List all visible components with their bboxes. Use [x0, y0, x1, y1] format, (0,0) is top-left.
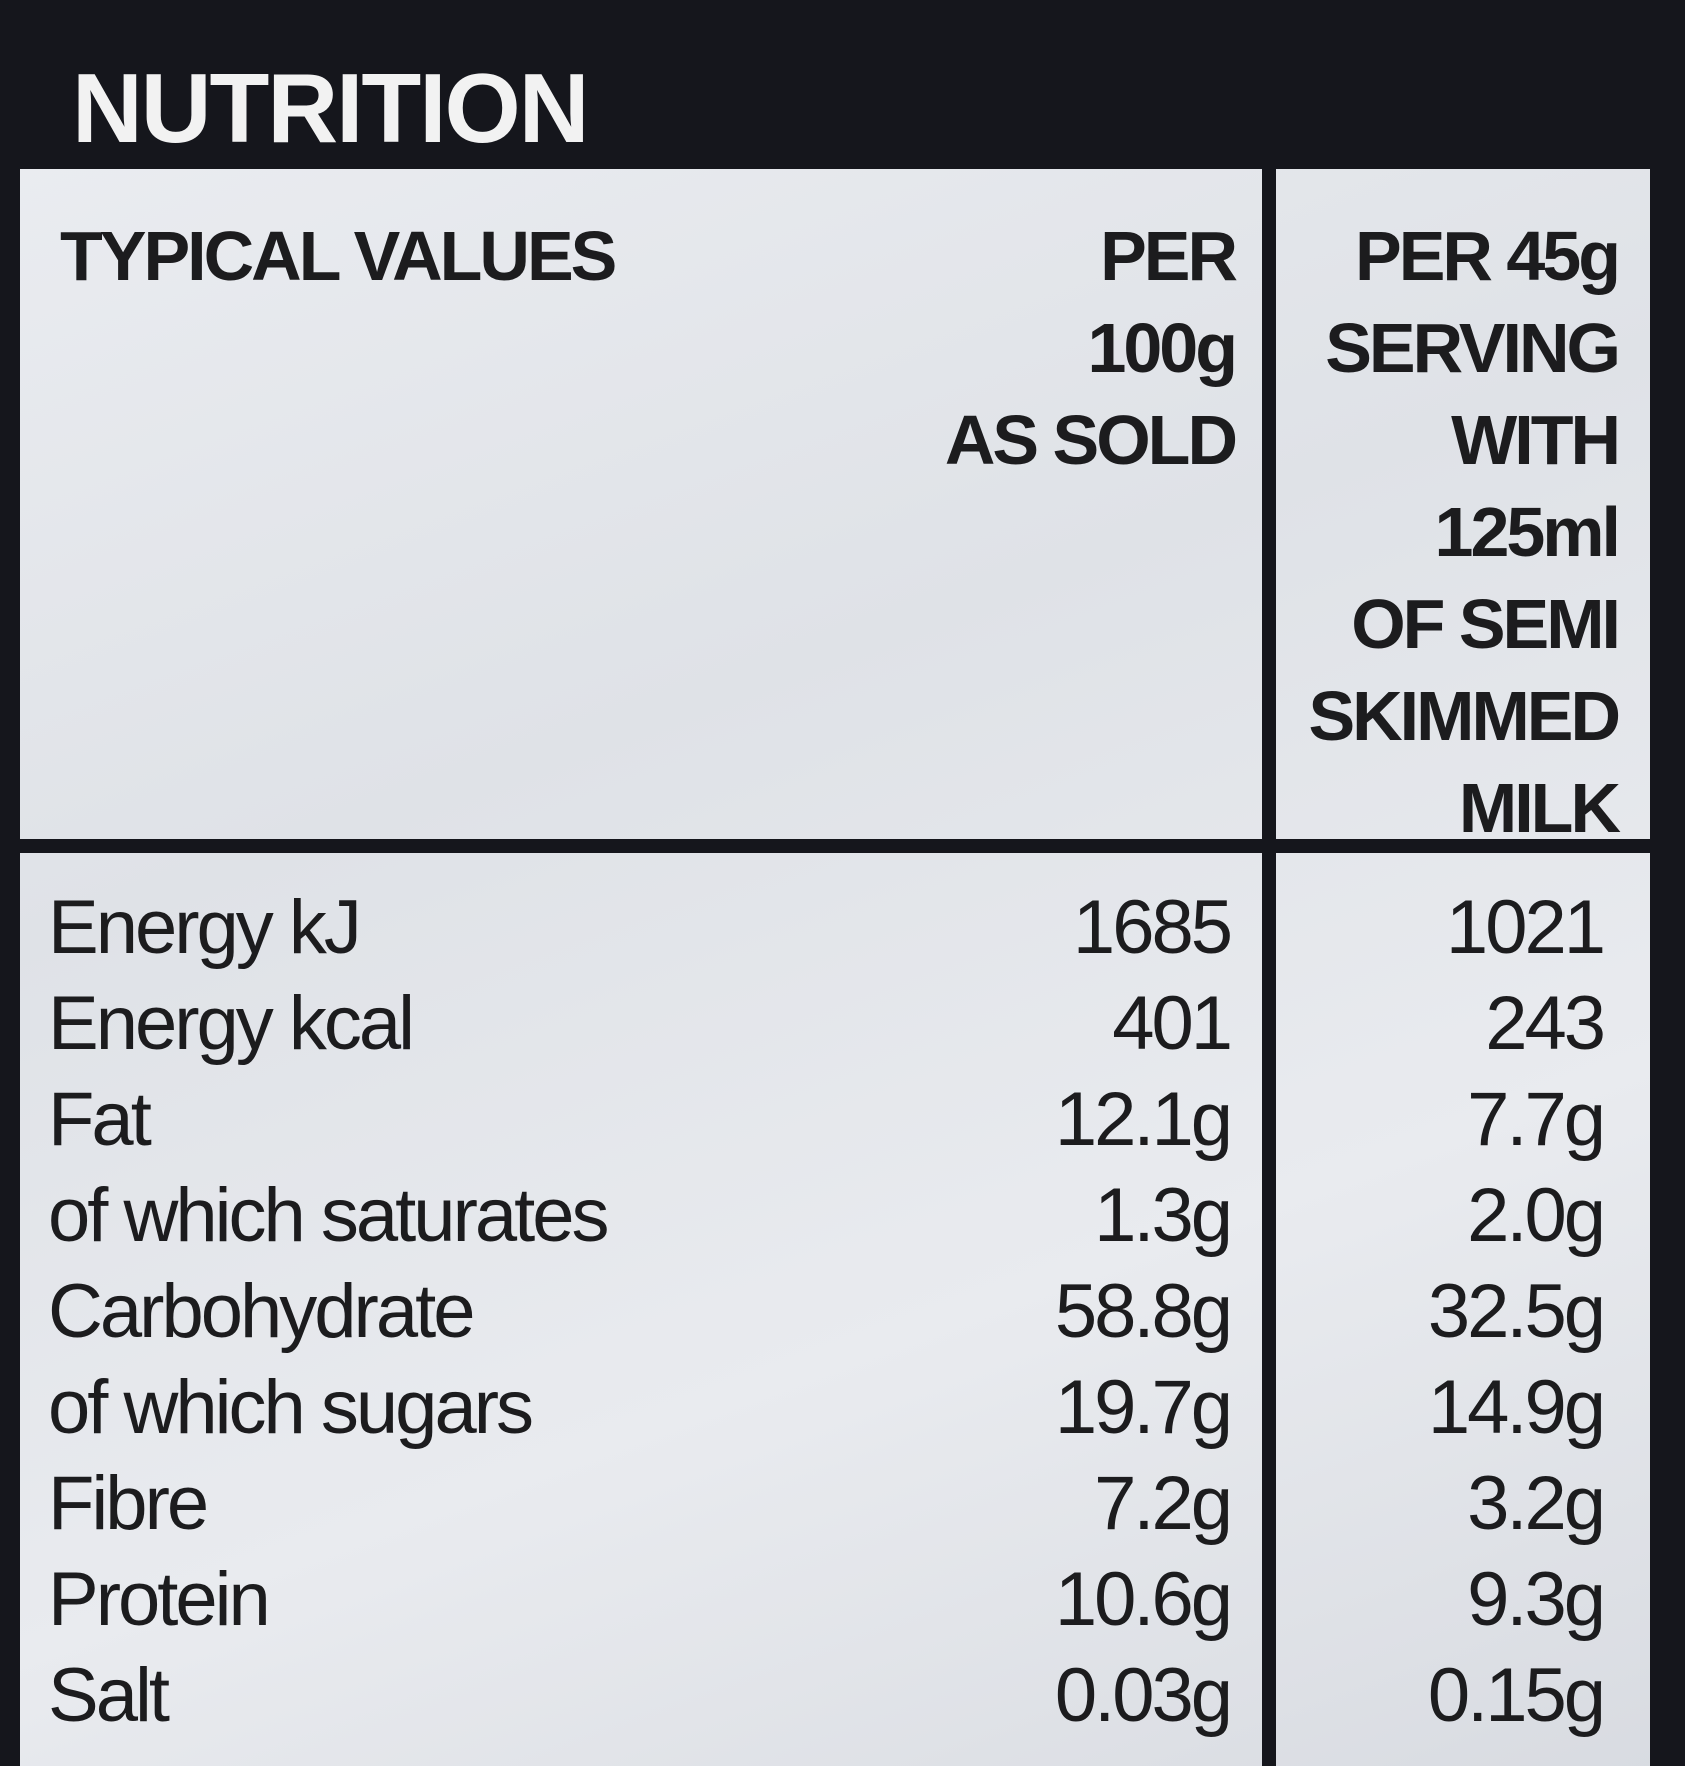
value-per-serving: 243: [1485, 981, 1606, 1066]
title-band: [0, 0, 1685, 169]
value-per-100g: 0.03g: [1054, 1653, 1233, 1738]
header-line: 100g: [1087, 309, 1238, 387]
nutrition-row: Fat 12.1g 7.7g: [0, 1072, 1685, 1168]
nutrient-name: Fibre: [48, 1461, 209, 1546]
nutrient-name: of which saturates: [48, 1173, 610, 1258]
nutrition-row: Protein 10.6g 9.3g: [0, 1552, 1685, 1648]
nutrient-name: Protein: [48, 1557, 271, 1642]
value-per-100g: 1685: [1072, 885, 1233, 970]
header-line: PER: [1100, 217, 1238, 295]
header-label: TYPICAL VALUES: [60, 217, 617, 295]
header-line: MILK: [1458, 769, 1621, 847]
nutrition-row: of which sugars 19.7g 14.9g: [0, 1360, 1685, 1456]
nutrient-name: Energy kcal: [48, 981, 415, 1066]
header-line: SERVING: [1325, 309, 1621, 387]
header-line: OF SEMI: [1351, 585, 1621, 663]
frame: [0, 169, 20, 1766]
header-line: WITH: [1451, 401, 1621, 479]
value-per-100g: 7.2g: [1094, 1461, 1233, 1546]
value-per-100g: 19.7g: [1054, 1365, 1233, 1450]
frame: [1650, 169, 1685, 1766]
header-column: PER 100g AS SOLD: [944, 210, 1238, 486]
value-per-serving: 32.5g: [1427, 1269, 1606, 1354]
nutrition-row: of which saturates 1.3g 2.0g: [0, 1168, 1685, 1264]
value-per-serving: 7.7g: [1467, 1077, 1606, 1162]
nutrition-row: Fibre 7.2g 3.2g: [0, 1456, 1685, 1552]
nutrient-name: Salt: [48, 1653, 170, 1738]
value-per-serving: 9.3g: [1467, 1557, 1606, 1642]
nutrient-name: of which sugars: [48, 1365, 534, 1450]
value-per-serving: 3.2g: [1467, 1461, 1606, 1546]
nutrition-row: Salt 0.03g 0.15g: [0, 1648, 1685, 1744]
nutrition-rows: Energy kJ 1685 1021 Energy kcal 401 243 Fat 12.…: [0, 880, 1685, 1744]
nutrient-name: Carbohydrate: [48, 1269, 475, 1354]
value-per-100g: 12.1g: [1054, 1077, 1233, 1162]
header-line: 125ml: [1434, 493, 1621, 571]
value-per-100g: 58.8g: [1054, 1269, 1233, 1354]
nutrient-name: Energy kJ: [48, 885, 362, 970]
value-per-100g: 1.3g: [1094, 1173, 1233, 1258]
nutrient-name: Fat: [48, 1077, 152, 1162]
value-per-serving: 14.9g: [1427, 1365, 1606, 1450]
value-per-100g: 10.6g: [1054, 1557, 1233, 1642]
header-line: PER 45g: [1355, 217, 1621, 295]
value-per-serving: 0.15g: [1427, 1653, 1606, 1738]
nutrition-row: Energy kcal 401 243: [0, 976, 1685, 1072]
header-column: PER 45g SERVING WITH 125ml OF SEMI SKIMMED MIL…: [1308, 210, 1621, 854]
column-divider: [1262, 160, 1276, 1766]
header-rule: [0, 839, 1685, 853]
title: NUTRITION: [72, 53, 589, 163]
value-per-serving: 2.0g: [1467, 1173, 1606, 1258]
header-line: SKIMMED: [1308, 677, 1621, 755]
value-per-serving: 1021: [1445, 885, 1606, 970]
nutrition-row: Carbohydrate 58.8g 32.5g: [0, 1264, 1685, 1360]
header-line: AS SOLD: [944, 401, 1238, 479]
value-per-100g: 401: [1112, 981, 1233, 1066]
nutrition-row: Energy kJ 1685 1021: [0, 880, 1685, 976]
